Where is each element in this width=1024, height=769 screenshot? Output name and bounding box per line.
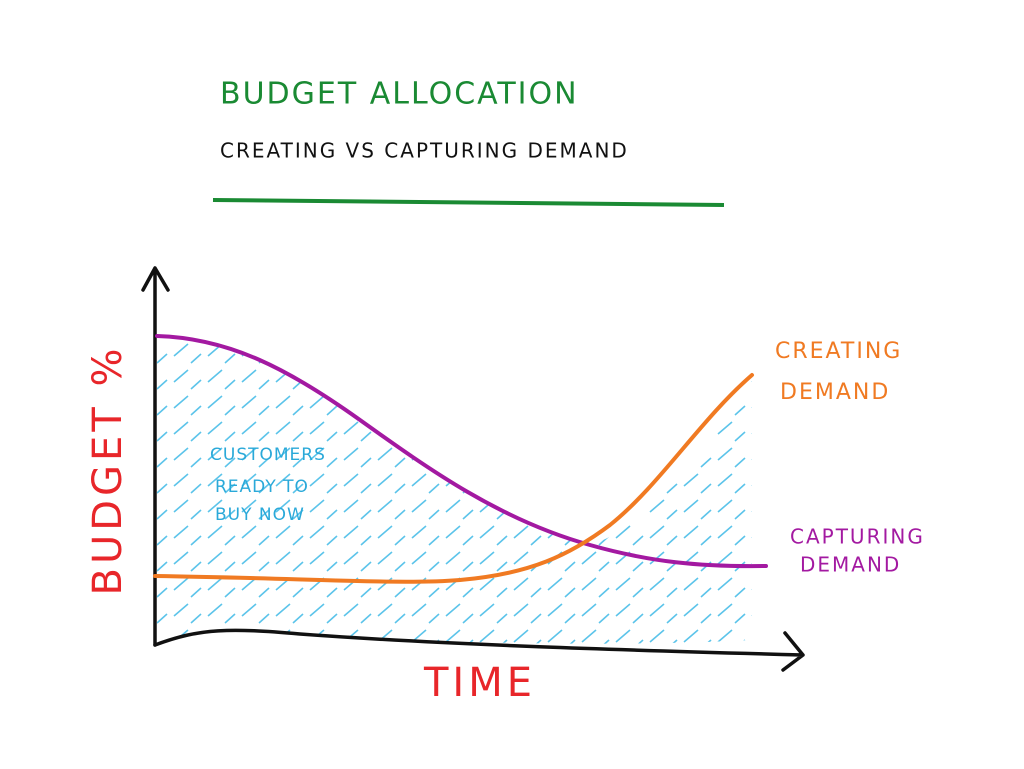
curve-label: CREATING: [775, 339, 902, 364]
curve-label: DEMAND: [780, 380, 890, 405]
curve-label: CAPTURING: [790, 525, 925, 549]
x-axis-label: TIME: [423, 660, 536, 706]
title: BUDGET ALLOCATION: [220, 77, 579, 112]
x-axis: [153, 628, 805, 672]
title-underline: [212, 198, 725, 207]
curve-label: DEMAND: [800, 553, 901, 577]
y-axis-label: BUDGET %: [85, 345, 131, 596]
capturing-curve: [155, 334, 768, 569]
hatched-area: [157, 336, 752, 645]
creating-curve: [153, 373, 754, 584]
annotation-line: CUSTOMERS: [210, 445, 326, 465]
y-axis: [141, 266, 170, 647]
annotation-line: BUY NOW: [215, 505, 305, 525]
annotation-line: READY TO: [215, 477, 309, 497]
subtitle: CREATING VS CAPTURING DEMAND: [220, 139, 629, 163]
